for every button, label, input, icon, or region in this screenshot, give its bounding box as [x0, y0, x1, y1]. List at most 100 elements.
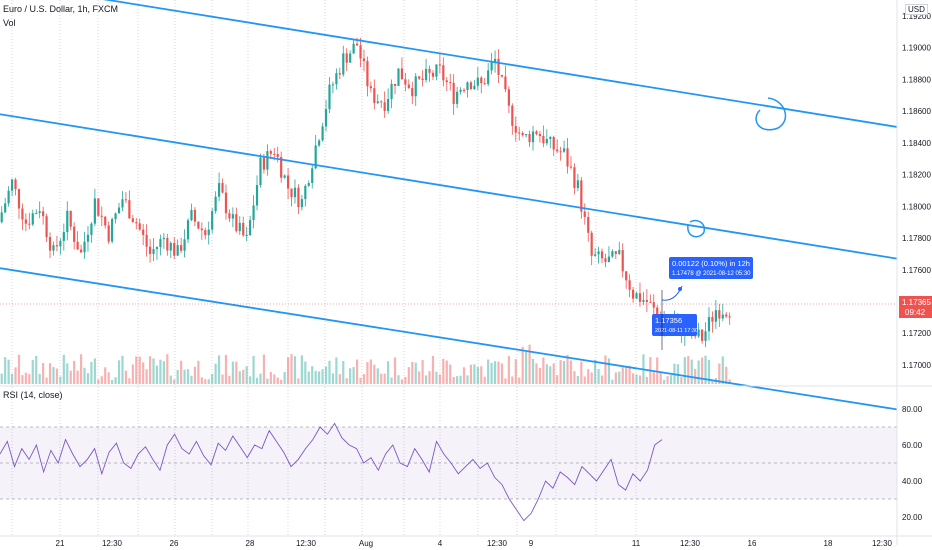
price-tick-label: 1.17600 — [902, 266, 931, 275]
candle-body — [204, 230, 207, 236]
volume-bar — [497, 361, 500, 384]
volume-bar — [197, 360, 200, 384]
candle-body — [7, 190, 10, 204]
volume-bar — [107, 372, 110, 384]
time-tick-label: 11 — [632, 539, 641, 548]
candle-body — [131, 218, 134, 223]
price-tick-label: 1.18600 — [902, 107, 931, 116]
candle-body — [235, 214, 238, 232]
volume-bar — [390, 377, 393, 384]
start-line1: 1.17356 — [655, 316, 682, 325]
candle-body — [359, 45, 362, 59]
volume-bar — [538, 367, 542, 384]
time-tick-label: 21 — [56, 539, 65, 548]
session-gridlines — [11, 0, 637, 535]
candle-body — [197, 221, 200, 229]
candle-body — [86, 234, 90, 242]
candle-body — [483, 83, 486, 85]
channel-line-middle — [0, 113, 898, 260]
volume-bar — [473, 364, 476, 384]
candle-body — [331, 84, 335, 86]
price-tick-label: 1.17200 — [902, 329, 931, 338]
volume-bar — [569, 360, 573, 384]
candle-body — [221, 183, 224, 193]
candle-body — [697, 329, 700, 337]
volume-bar — [83, 367, 86, 384]
candle-body — [128, 200, 131, 219]
candle-body — [238, 222, 241, 232]
time-tick-label: 4 — [438, 539, 443, 548]
candle-body — [549, 136, 552, 140]
volume-bar — [487, 359, 490, 384]
candle-body — [159, 239, 162, 248]
volume-bar — [352, 367, 355, 384]
volume-bar — [238, 371, 241, 384]
volume-bar — [35, 355, 38, 384]
volume-bar — [307, 371, 310, 384]
volume-bar — [349, 368, 352, 384]
volume-bar — [335, 357, 338, 384]
volume-bar — [169, 375, 172, 384]
currency-badge[interactable]: USD — [905, 4, 928, 15]
candle-body — [155, 247, 159, 250]
candle-body — [4, 203, 7, 213]
time-tick-label: Aug — [359, 539, 373, 548]
volume-bar — [559, 360, 562, 384]
candle-body — [707, 317, 711, 332]
volume-bar — [376, 368, 379, 384]
volume-bar — [421, 359, 424, 384]
candle-body — [52, 245, 55, 251]
candle-body — [645, 299, 648, 302]
volume-bar — [52, 367, 55, 384]
volume-bar — [404, 376, 407, 384]
volume-bar — [618, 371, 621, 384]
candle-body — [635, 293, 638, 299]
volume-bar — [79, 354, 83, 384]
volume-bar — [104, 367, 107, 384]
candle-body — [452, 82, 455, 104]
candle-body — [186, 220, 190, 240]
volume-bar — [628, 365, 631, 384]
volume-bar — [173, 379, 176, 384]
volume-bar — [366, 362, 369, 384]
candle-body — [228, 213, 231, 219]
volume-bar — [663, 379, 666, 384]
candle-body — [583, 211, 586, 217]
volume-bar — [549, 366, 552, 384]
volume-bar — [148, 356, 152, 384]
volume-bar — [131, 364, 134, 384]
volume-bar — [69, 370, 72, 384]
volume-bar — [604, 355, 607, 384]
candle-body — [614, 251, 617, 254]
channel-lines — [0, 0, 898, 411]
candle-body — [625, 271, 628, 281]
volume-bar — [304, 361, 307, 384]
volume-bar — [400, 379, 404, 384]
measure-point — [678, 287, 682, 291]
volume-bar — [252, 355, 255, 384]
symbol-title[interactable]: Euro / U.S. Dollar, 1h, FXCM — [3, 4, 120, 14]
volume-bar — [597, 369, 600, 384]
volume-bar — [687, 356, 690, 384]
volume-bar — [680, 376, 683, 384]
candle-body — [166, 237, 169, 251]
volume-bar — [0, 373, 3, 384]
candle-body — [704, 331, 707, 341]
volume-bar — [221, 374, 224, 384]
candle-body — [117, 207, 121, 214]
candle-body — [442, 65, 445, 81]
candle-body — [404, 79, 407, 85]
volume-bar — [469, 364, 473, 384]
price-tick-label: 1.18200 — [902, 171, 931, 180]
candle-body — [424, 68, 428, 81]
volume-bar — [114, 377, 117, 384]
volume-bar — [62, 354, 65, 384]
candle-body — [300, 199, 303, 208]
volume-bar — [228, 375, 231, 384]
candle-body — [290, 188, 293, 198]
candle-body — [507, 89, 510, 106]
volume-bar — [14, 367, 17, 384]
volume-bar — [531, 358, 535, 384]
volume-bar — [55, 368, 59, 384]
